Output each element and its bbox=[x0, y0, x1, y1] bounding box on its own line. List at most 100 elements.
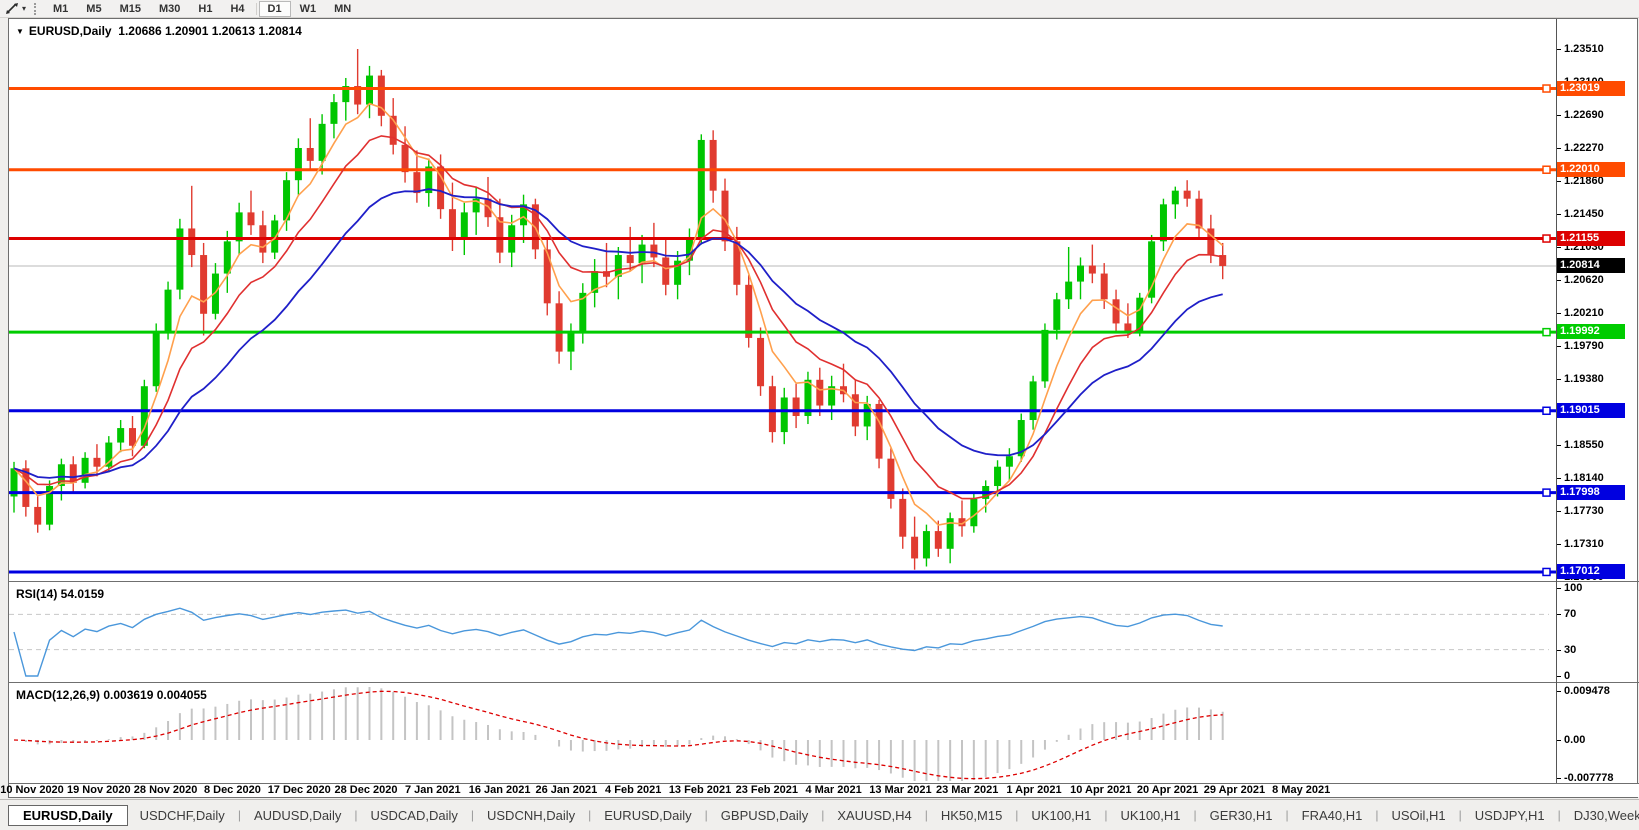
price-tick-label: 1.22690 bbox=[1564, 109, 1604, 121]
price-tick-label: 1.19380 bbox=[1564, 373, 1604, 385]
tab-uk100-h1[interactable]: UK100,H1 bbox=[1031, 807, 1092, 823]
price-tick-label: 1.18550 bbox=[1564, 439, 1604, 451]
macd-tick-mark bbox=[1557, 778, 1561, 779]
rsi-tick-mark bbox=[1557, 614, 1561, 615]
rsi-tick-label: 70 bbox=[1564, 608, 1577, 620]
tab-ger30-h1[interactable]: GER30,H1 bbox=[1209, 807, 1273, 823]
hline-price-badge: 1.19992 bbox=[1557, 324, 1625, 339]
rsi-tick-mark bbox=[1557, 650, 1561, 651]
time-axis-label: 16 Jan 2021 bbox=[468, 784, 531, 796]
chart-ohlc-values: 1.20686 1.20901 1.20613 1.20814 bbox=[118, 24, 302, 38]
tab-separator: | bbox=[1458, 808, 1462, 822]
price-tick-mark bbox=[1557, 115, 1561, 116]
time-axis-label: 8 May 2021 bbox=[1272, 784, 1331, 796]
price-tick-mark bbox=[1557, 181, 1561, 182]
rsi-panel-chart[interactable] bbox=[9, 583, 1556, 682]
collapse-triangle-icon[interactable]: ▼ bbox=[16, 27, 24, 36]
price-tick-label: 1.19790 bbox=[1564, 340, 1604, 352]
tab-eurusd-daily[interactable]: EURUSD,Daily bbox=[604, 807, 692, 823]
macd-label: MACD(12,26,9) 0.003619 0.004055 bbox=[16, 688, 207, 702]
tab-hk50-m15[interactable]: HK50,M15 bbox=[940, 807, 1003, 823]
hline-price-badge: 1.17012 bbox=[1557, 564, 1625, 579]
tab-dj30-weekly[interactable]: DJ30,Weekly bbox=[1573, 807, 1639, 823]
tab-separator: | bbox=[821, 808, 825, 822]
timeframe-toolbar: M1 M5 M15 M30 H1 H4 D1 W1 MN bbox=[44, 0, 360, 17]
macd-tick-mark bbox=[1557, 691, 1561, 692]
price-tick-mark bbox=[1557, 511, 1561, 512]
tab-eurusd-daily[interactable]: EURUSD,Daily bbox=[8, 804, 128, 826]
time-axis-label: 13 Mar 2021 bbox=[869, 784, 932, 796]
tab-uk100-h1[interactable]: UK100,H1 bbox=[1120, 807, 1181, 823]
timeframe-button-m15[interactable]: M15 bbox=[119, 2, 141, 15]
price-tick-label: 1.17310 bbox=[1564, 538, 1604, 550]
timeframe-button-h1[interactable]: H1 bbox=[198, 2, 213, 15]
timeframe-button-h4[interactable]: H4 bbox=[230, 2, 245, 15]
hline-price-badge: 1.19015 bbox=[1557, 403, 1625, 418]
panel-separator[interactable] bbox=[8, 581, 1639, 582]
panel-separator bbox=[8, 783, 1639, 784]
time-axis-label: 23 Feb 2021 bbox=[735, 784, 798, 796]
tab-fra40-h1[interactable]: FRA40,H1 bbox=[1301, 807, 1363, 823]
rsi-tick-label: 0 bbox=[1564, 670, 1571, 682]
hline-price-badge: 1.21155 bbox=[1557, 231, 1625, 246]
timeframe-button-m5[interactable]: M5 bbox=[86, 2, 102, 15]
price-tick-label: 1.18140 bbox=[1564, 472, 1604, 484]
toolbar-grip[interactable] bbox=[34, 2, 37, 15]
price-tick-mark bbox=[1557, 544, 1561, 545]
price-tick-mark bbox=[1557, 313, 1561, 314]
tab-separator: | bbox=[588, 808, 592, 822]
tab-separator: | bbox=[354, 808, 358, 822]
tab-gbpusd-daily[interactable]: GBPUSD,Daily bbox=[720, 807, 809, 823]
macd-tick-label: 0.009478 bbox=[1564, 685, 1610, 697]
tab-usdcnh-daily[interactable]: USDCNH,Daily bbox=[487, 807, 576, 823]
price-tick-label: 1.21860 bbox=[1564, 175, 1604, 187]
timeframe-button-w1[interactable]: W1 bbox=[299, 2, 317, 15]
chart-symbol: EURUSD,Daily bbox=[28, 24, 112, 38]
tab-separator: | bbox=[1285, 808, 1289, 822]
price-tick-mark bbox=[1557, 379, 1561, 380]
timeframe-button-d1[interactable]: D1 bbox=[258, 0, 291, 17]
current-price-badge: 1.20814 bbox=[1557, 258, 1625, 273]
time-axis-label: 7 Jan 2021 bbox=[404, 784, 461, 796]
tab-usoil-h1[interactable]: USOil,H1 bbox=[1391, 807, 1446, 823]
chart-tools-icon[interactable] bbox=[3, 1, 20, 16]
tab-usdjpy-h1[interactable]: USDJPY,H1 bbox=[1474, 807, 1545, 823]
rsi-label: RSI(14) 54.0159 bbox=[16, 587, 105, 601]
time-axis-label: 4 Mar 2021 bbox=[805, 784, 862, 796]
tab-xauusd-h4[interactable]: XAUUSD,H4 bbox=[837, 807, 912, 823]
time-axis-label: 8 Dec 2020 bbox=[203, 784, 261, 796]
timeframe-button-mn[interactable]: MN bbox=[334, 2, 352, 15]
price-chart[interactable] bbox=[9, 19, 1556, 581]
tab-audusd-daily[interactable]: AUDUSD,Daily bbox=[253, 807, 342, 823]
tab-separator: | bbox=[470, 808, 474, 822]
chart-tabs-bar: EURUSD,Daily USDCHF,Daily | AUDUSD,Daily | US… bbox=[0, 799, 1639, 830]
macd-panel-chart[interactable] bbox=[9, 684, 1556, 783]
toolbar: ▾ M1 M5 M15 M30 H1 H4 D1 W1 MN bbox=[0, 0, 1639, 18]
time-axis: 10 Nov 2020 19 Nov 2020 28 Nov 2020 8 Dec 2… bbox=[0, 784, 1639, 797]
chevron-down-icon[interactable]: ▾ bbox=[22, 4, 27, 13]
price-tick-label: 1.21450 bbox=[1564, 208, 1604, 220]
tab-separator: | bbox=[1104, 808, 1108, 822]
tab-usdchf-daily[interactable]: USDCHF,Daily bbox=[139, 807, 225, 823]
timeframe-button-m30[interactable]: M30 bbox=[158, 2, 181, 15]
price-tick-mark bbox=[1557, 280, 1561, 281]
rsi-tick-mark bbox=[1557, 676, 1561, 677]
tab-separator: | bbox=[1557, 808, 1561, 822]
price-tick-mark bbox=[1557, 346, 1561, 347]
hline-price-badge: 1.23019 bbox=[1557, 81, 1625, 96]
panel-separator[interactable] bbox=[8, 682, 1639, 683]
time-axis-label: 4 Feb 2021 bbox=[605, 784, 662, 796]
price-tick-mark bbox=[1557, 214, 1561, 215]
time-axis-label: 17 Dec 2020 bbox=[267, 784, 331, 796]
time-axis-label: 23 Mar 2021 bbox=[935, 784, 999, 796]
tab-separator: | bbox=[1015, 808, 1019, 822]
price-tick-mark bbox=[1557, 247, 1561, 248]
tab-usdcad-daily[interactable]: USDCAD,Daily bbox=[370, 807, 458, 823]
macd-tick-label: 0.00 bbox=[1564, 734, 1586, 746]
timeframe-button-m1[interactable]: M1 bbox=[53, 2, 69, 15]
time-axis-label: 26 Jan 2021 bbox=[535, 784, 598, 796]
tab-separator: | bbox=[237, 808, 241, 822]
rsi-tick-label: 100 bbox=[1564, 582, 1583, 594]
time-axis-label: 1 Apr 2021 bbox=[1006, 784, 1062, 796]
